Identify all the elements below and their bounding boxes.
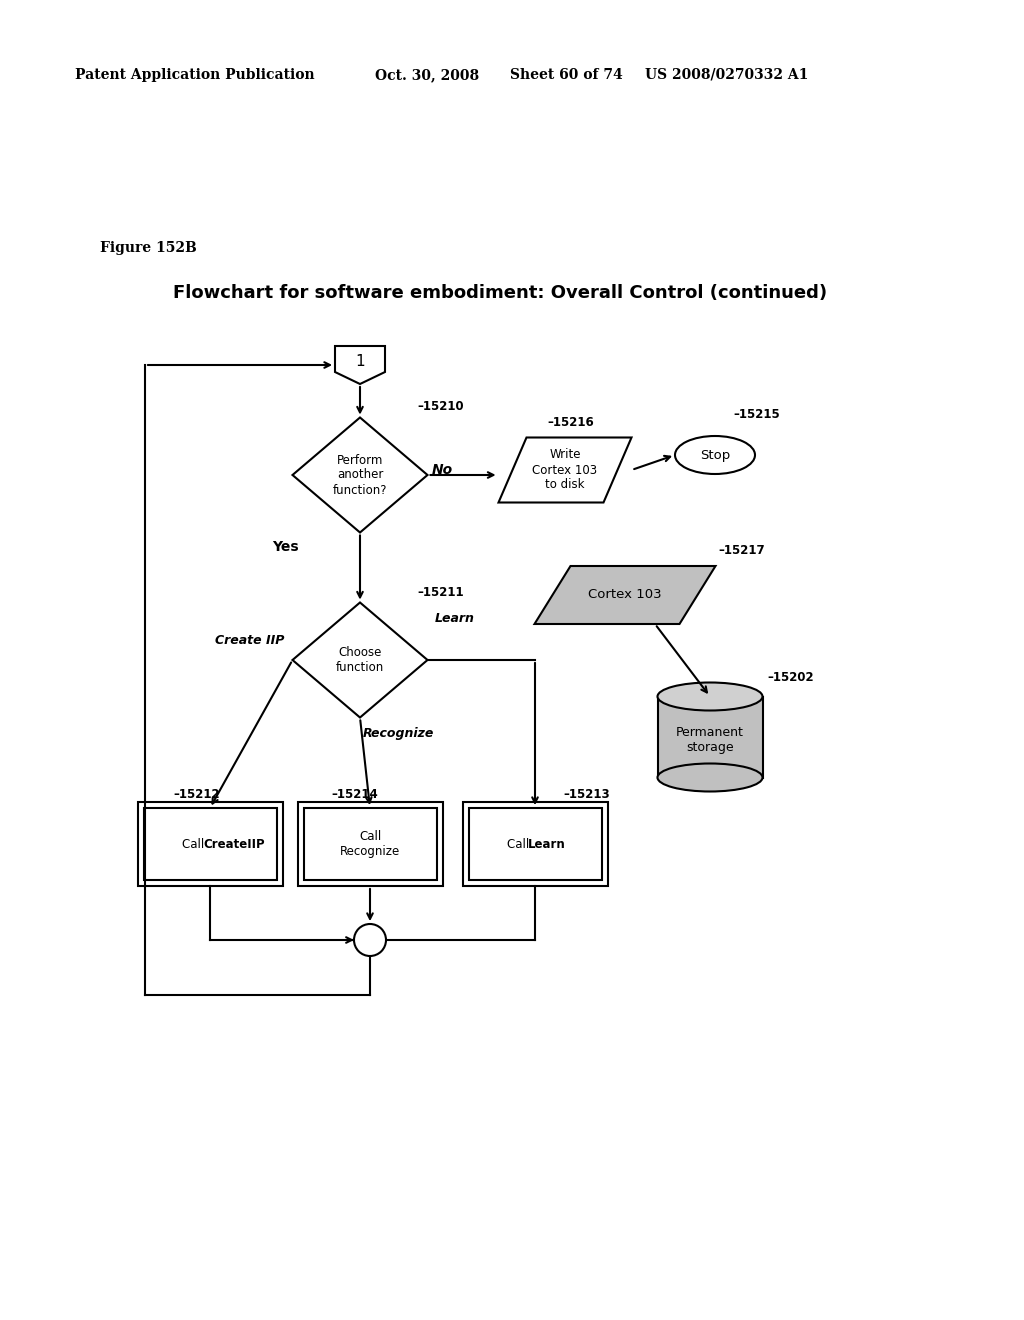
- Text: Write
Cortex 103
to disk: Write Cortex 103 to disk: [532, 449, 598, 491]
- Text: –15213: –15213: [563, 788, 609, 801]
- Polygon shape: [535, 566, 716, 624]
- Text: –15215: –15215: [733, 408, 779, 421]
- Text: Call
Recognize: Call Recognize: [340, 830, 400, 858]
- Text: Create IIP: Create IIP: [215, 634, 285, 647]
- Text: –15214: –15214: [331, 788, 378, 801]
- Polygon shape: [335, 346, 385, 384]
- Text: Sheet 60 of 74: Sheet 60 of 74: [510, 69, 623, 82]
- Bar: [303, 808, 436, 880]
- Text: Cortex 103: Cortex 103: [588, 589, 662, 602]
- Bar: [469, 808, 601, 880]
- Polygon shape: [499, 437, 632, 503]
- Text: Figure 152B: Figure 152B: [100, 242, 197, 255]
- Text: Oct. 30, 2008: Oct. 30, 2008: [375, 69, 479, 82]
- Circle shape: [354, 924, 386, 956]
- Text: Call: Call: [507, 837, 534, 850]
- Text: Yes: Yes: [271, 540, 298, 554]
- Text: –15216: –15216: [547, 416, 594, 429]
- Text: Choose
function: Choose function: [336, 645, 384, 675]
- Polygon shape: [657, 697, 763, 777]
- Text: Learn: Learn: [435, 611, 475, 624]
- Bar: [298, 803, 442, 886]
- Text: Stop: Stop: [699, 449, 730, 462]
- Text: –15202: –15202: [768, 671, 814, 684]
- Bar: [143, 808, 276, 880]
- Text: –15217: –15217: [719, 544, 765, 557]
- Text: Perform
another
function?: Perform another function?: [333, 454, 387, 496]
- Text: No: No: [431, 463, 453, 477]
- Text: 1: 1: [355, 355, 365, 370]
- Bar: [463, 803, 607, 886]
- Ellipse shape: [657, 682, 763, 710]
- Text: –15211: –15211: [417, 586, 464, 598]
- Polygon shape: [293, 602, 427, 718]
- Text: –15210: –15210: [417, 400, 464, 413]
- Text: Learn: Learn: [528, 837, 565, 850]
- Text: –15212: –15212: [173, 788, 220, 801]
- Ellipse shape: [657, 763, 763, 792]
- Text: Permanent
storage: Permanent storage: [676, 726, 744, 754]
- Text: Call: Call: [182, 837, 208, 850]
- Text: Patent Application Publication: Patent Application Publication: [75, 69, 314, 82]
- Ellipse shape: [675, 436, 755, 474]
- Text: US 2008/0270332 A1: US 2008/0270332 A1: [645, 69, 808, 82]
- Text: CreateIIP: CreateIIP: [203, 837, 264, 850]
- Text: Recognize: Recognize: [362, 726, 434, 739]
- Polygon shape: [293, 417, 427, 532]
- Text: Flowchart for software embodiment: Overall Control (continued): Flowchart for software embodiment: Overa…: [173, 284, 827, 302]
- Bar: [137, 803, 283, 886]
